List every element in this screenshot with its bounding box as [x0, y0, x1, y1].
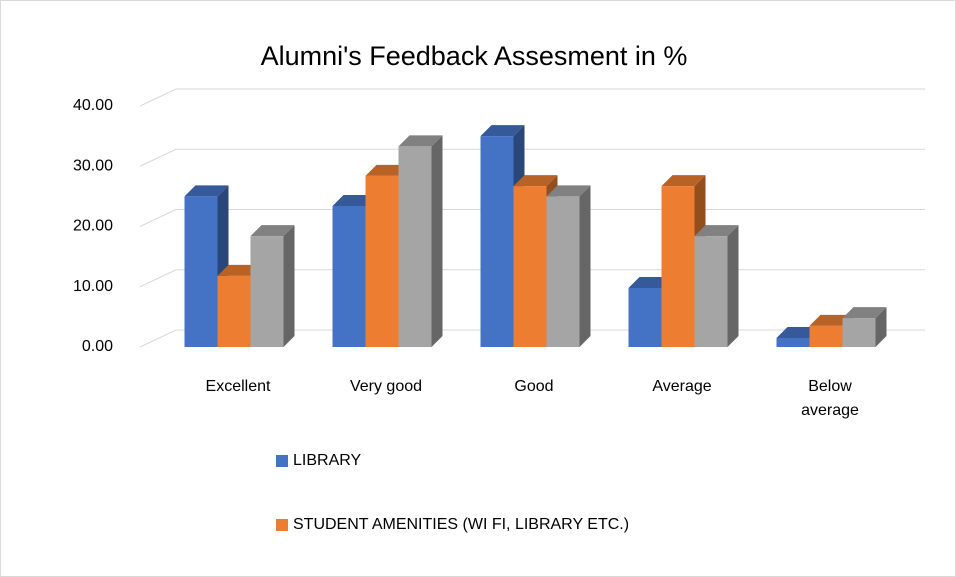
bar — [217, 275, 251, 347]
legend-label: STUDENT AMENITIES (WI FI, LIBRARY ETC.) — [293, 516, 629, 533]
bar-side — [727, 225, 739, 347]
legend-label: LIBRARY — [293, 452, 362, 469]
chart-title: Alumni's Feedback Assesment in % — [261, 41, 688, 71]
bar — [628, 287, 662, 347]
legend-swatch — [276, 455, 288, 467]
bar-side — [431, 135, 443, 347]
bar — [513, 186, 547, 347]
bar-top — [184, 185, 229, 197]
bar-side — [283, 225, 295, 347]
bar — [842, 318, 876, 347]
grid-line — [139, 88, 925, 107]
legend-swatch — [276, 519, 288, 531]
bar — [776, 337, 810, 347]
bar — [184, 196, 218, 347]
bar — [480, 136, 514, 347]
bar-top — [480, 125, 525, 137]
bar-top — [694, 225, 739, 237]
y-tick-label: 30.00 — [73, 157, 113, 174]
bar-top — [546, 185, 591, 197]
y-tick-label: 0.00 — [82, 338, 113, 355]
bar — [809, 325, 843, 347]
bar — [250, 236, 284, 347]
y-tick-label: 20.00 — [73, 218, 113, 235]
grid-line — [139, 148, 925, 167]
x-tick-label: Good — [514, 378, 554, 395]
x-tick-label: Very good — [349, 378, 423, 395]
x-tick-label: Average — [652, 378, 712, 395]
bar — [332, 206, 366, 347]
bar-top — [398, 135, 443, 147]
bar — [546, 196, 580, 347]
bar — [365, 175, 399, 347]
bar-top — [842, 307, 887, 319]
bar-side — [579, 185, 591, 347]
bar-top — [661, 175, 706, 187]
bar-side — [875, 307, 887, 347]
bar-top — [513, 175, 558, 187]
x-tick-label: Below average — [801, 378, 859, 419]
y-tick-label: 40.00 — [73, 97, 113, 114]
bar — [398, 146, 432, 347]
bar — [694, 236, 728, 347]
bar — [661, 186, 695, 347]
bar-top — [250, 225, 295, 237]
y-tick-label: 10.00 — [73, 278, 113, 295]
x-tick-label: Excellent — [205, 378, 271, 395]
